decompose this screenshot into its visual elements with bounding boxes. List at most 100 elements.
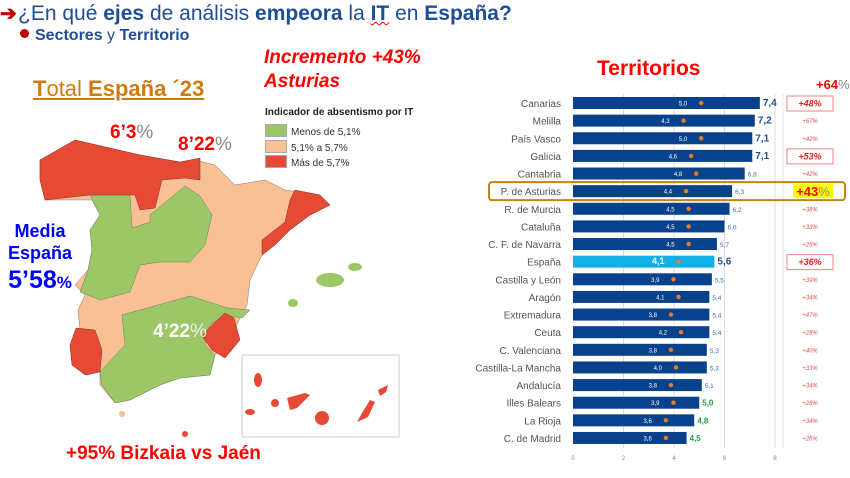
legend-swatch <box>265 155 287 168</box>
increment-label: +47% <box>802 313 818 319</box>
bar <box>573 431 687 444</box>
point-label: 3,8 <box>649 384 658 390</box>
increment-label: +48% <box>798 99 821 109</box>
increment-label: +25% <box>802 243 818 249</box>
bar <box>573 290 710 303</box>
point-label: 3,6 <box>644 436 653 442</box>
value-label: 7,1 <box>755 151 769 162</box>
point-label: 5,0 <box>679 102 688 108</box>
increment-label: +33% <box>802 366 818 372</box>
point-label: 4,5 <box>666 225 675 231</box>
bar <box>573 396 700 409</box>
increment-callout: Incremento +43% Asturias <box>264 46 421 94</box>
category-label: P. de Asturias <box>501 187 561 198</box>
increment-box <box>786 95 834 112</box>
legend-label: Menos de 5,1% <box>291 127 361 138</box>
point-marker <box>663 418 669 423</box>
point-marker <box>686 206 691 211</box>
bullet-icon <box>20 29 29 38</box>
x-tick-label: 4 <box>672 456 676 462</box>
title-text: en <box>389 2 425 25</box>
point-marker <box>676 259 681 264</box>
point-label: 4,1 <box>656 295 665 301</box>
point-label: 4,3 <box>661 119 670 125</box>
point-marker <box>671 400 676 405</box>
category-label: Canarias <box>521 99 561 110</box>
legend-swatch <box>265 140 287 153</box>
title-text: ¿En qué <box>18 2 104 25</box>
bar <box>573 149 753 162</box>
value-label: 5,3 <box>710 365 719 372</box>
value-label: 6,0 <box>728 224 737 231</box>
value-label: 5,4 <box>712 295 721 302</box>
legend-item: Menos de 5,1% <box>265 124 361 138</box>
increment-label: +67% <box>802 119 818 125</box>
bar <box>573 414 695 427</box>
bizkaia-label: 8’22% <box>178 134 232 156</box>
category-label: Castilla-La Mancha <box>475 363 561 374</box>
point-marker <box>683 188 689 194</box>
point-marker <box>686 224 691 229</box>
increment-label: +40% <box>802 348 818 354</box>
point-label: 3,8 <box>649 348 658 354</box>
category-label: Cataluña <box>521 222 561 233</box>
x-tick-label: 0 <box>571 456 575 462</box>
top-increment: +64% <box>816 77 850 92</box>
legend-item: Más de 5,7% <box>265 155 349 169</box>
increment-label: +36% <box>798 257 821 267</box>
map-title-text: España ´23 <box>88 76 205 101</box>
bar <box>573 343 707 356</box>
category-label: Castilla y León <box>495 275 561 286</box>
point-label: 4,5 <box>666 207 675 213</box>
subtitle-text: Sectores <box>35 27 103 44</box>
increment-label: +28% <box>802 331 818 337</box>
point-marker <box>699 100 704 106</box>
canarias-inset <box>241 354 400 438</box>
increment-box <box>786 254 834 271</box>
bar <box>573 255 715 268</box>
value-label: 7,2 <box>758 116 772 127</box>
spain-average: Media España 5’58% <box>8 220 72 299</box>
label-value: 8’22 <box>178 134 215 155</box>
legend-swatch <box>265 124 287 137</box>
legend-item: 5,1% a 5,7% <box>265 140 348 154</box>
point-marker <box>671 277 676 282</box>
category-label: Galicia <box>530 152 561 163</box>
map-region-melilla <box>182 431 188 437</box>
point-marker <box>668 312 674 317</box>
point-marker <box>668 347 674 353</box>
point-label: 4,5 <box>666 243 675 249</box>
top-increment-pct: % <box>838 77 850 92</box>
title-text: España? <box>424 2 512 25</box>
value-label: 7,1 <box>755 133 769 144</box>
category-label: Andalucía <box>517 381 562 392</box>
increment-label: +26% <box>802 436 818 442</box>
increment-label: +39% <box>802 278 818 284</box>
point-label: 3,6 <box>644 419 653 425</box>
label-pct: % <box>136 122 154 143</box>
bar <box>573 114 755 127</box>
subtitle: Sectores y Territorio <box>20 27 189 45</box>
increment-label: +43% <box>796 184 830 199</box>
map-region-green-south <box>99 295 251 404</box>
title-text: empeora <box>255 2 343 25</box>
x-tick-label: 8 <box>773 456 777 462</box>
map-region-balearic <box>316 273 344 287</box>
value-label: 6,3 <box>735 189 744 196</box>
map-title: Total España ´23 <box>33 76 204 102</box>
map-region-balearic <box>288 299 298 307</box>
point-marker <box>673 365 679 370</box>
value-label: 5,1 <box>705 383 714 390</box>
value-label: 4,8 <box>697 416 709 425</box>
average-number: 5’58 <box>8 266 57 294</box>
point-label: 4,4 <box>664 190 673 196</box>
value-label: 5,6 <box>717 257 731 268</box>
increment-label: +34% <box>802 295 818 301</box>
category-label: La Rioja <box>524 416 561 427</box>
category-label: R. de Murcia <box>504 205 561 216</box>
point-marker <box>694 171 699 176</box>
category-label: C. Valenciana <box>499 346 561 357</box>
increment-label: +33% <box>802 225 818 231</box>
average-value: 5’58% <box>8 264 72 299</box>
increment-label: +28% <box>802 401 818 407</box>
